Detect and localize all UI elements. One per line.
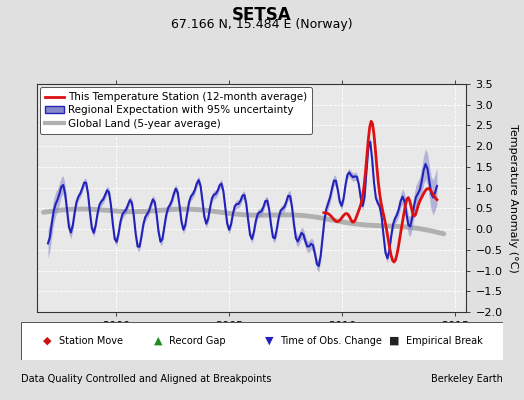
Text: Empirical Break: Empirical Break <box>406 336 483 346</box>
Text: Time of Obs. Change: Time of Obs. Change <box>280 336 382 346</box>
Text: Berkeley Earth: Berkeley Earth <box>431 374 503 384</box>
Y-axis label: Temperature Anomaly (°C): Temperature Anomaly (°C) <box>508 124 518 272</box>
Text: SETSA: SETSA <box>232 6 292 24</box>
Text: ■: ■ <box>389 336 400 346</box>
Text: ◆: ◆ <box>43 336 52 346</box>
Text: ▼: ▼ <box>265 336 274 346</box>
FancyBboxPatch shape <box>21 322 503 360</box>
Text: Record Gap: Record Gap <box>169 336 226 346</box>
Text: Data Quality Controlled and Aligned at Breakpoints: Data Quality Controlled and Aligned at B… <box>21 374 271 384</box>
Text: 67.166 N, 15.484 E (Norway): 67.166 N, 15.484 E (Norway) <box>171 18 353 31</box>
Text: ▲: ▲ <box>154 336 162 346</box>
Text: Station Move: Station Move <box>59 336 123 346</box>
Legend: This Temperature Station (12-month average), Regional Expectation with 95% uncer: This Temperature Station (12-month avera… <box>40 87 312 134</box>
